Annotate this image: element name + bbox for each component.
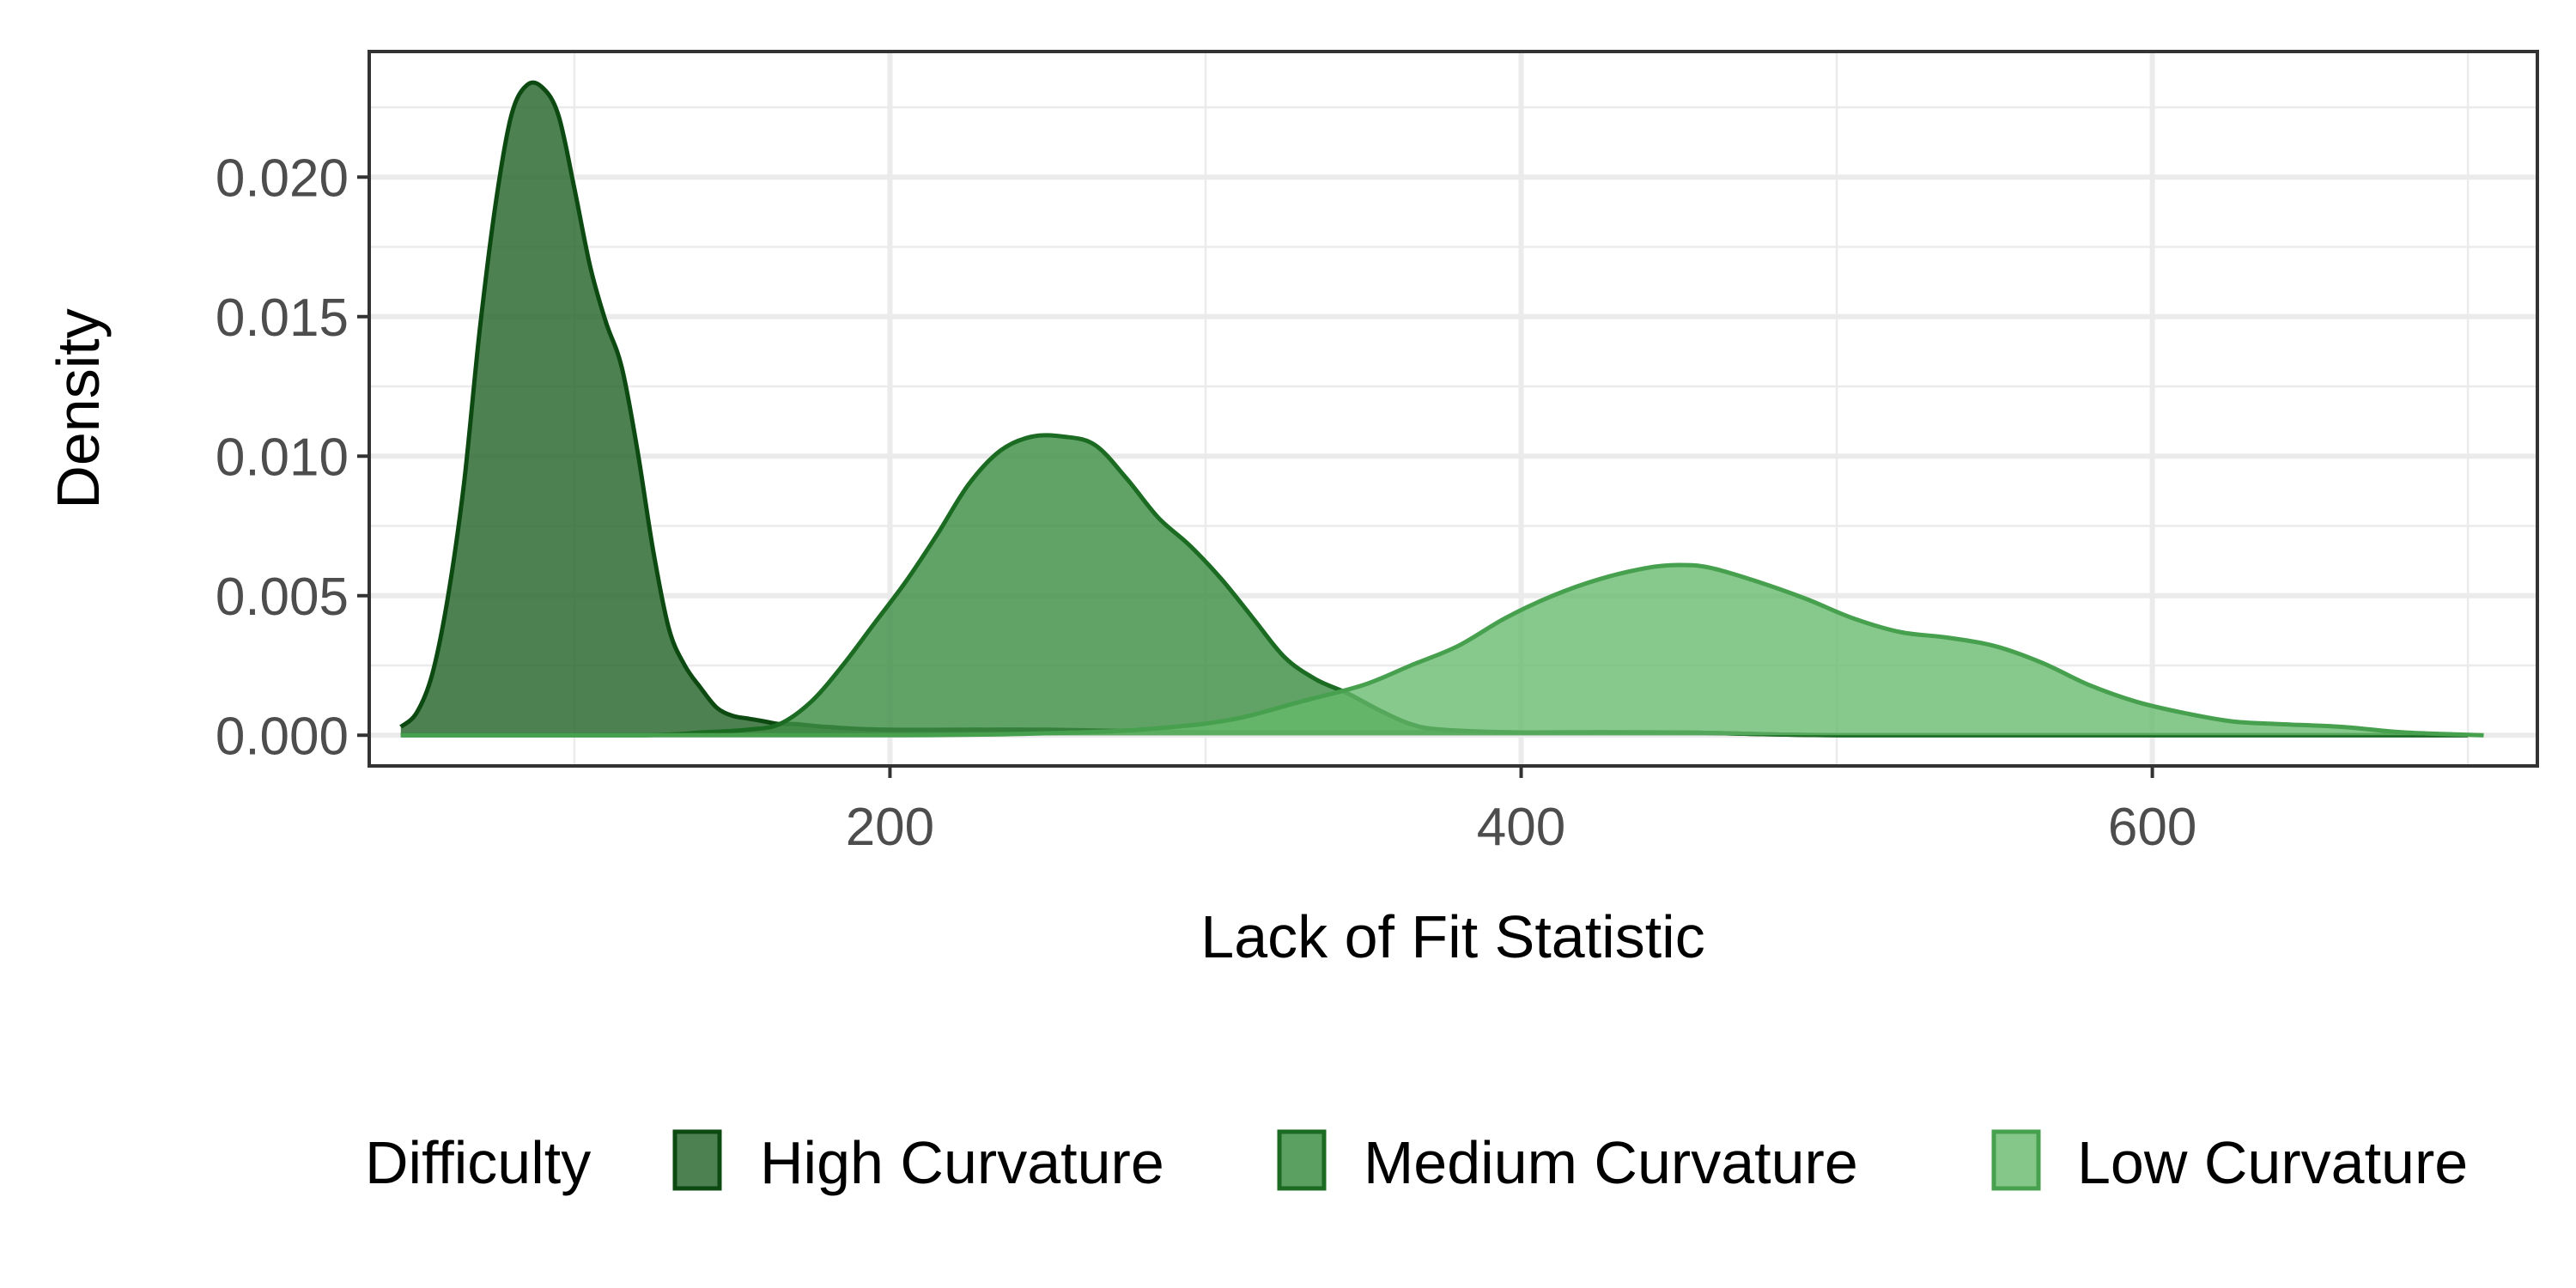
density-area-high-curvature xyxy=(400,82,2469,736)
legend-key-medium-curvature xyxy=(1277,1129,1327,1191)
plot-border xyxy=(368,50,2539,768)
y-tick-label: 0.005 xyxy=(216,568,349,627)
y-axis: 0.000 0.005 0.010 0.015 0.020 xyxy=(216,149,369,766)
y-tick-label: 0.000 xyxy=(216,707,349,766)
y-axis-title: Density xyxy=(45,308,112,508)
legend-label-high-curvature: High Curvature xyxy=(760,1129,1164,1196)
y-tick-label: 0.010 xyxy=(216,428,349,487)
density-line-low-curvature xyxy=(400,562,2484,738)
x-tick-label: 200 xyxy=(846,798,934,857)
legend-label-low-curvature: Low Curvature xyxy=(2077,1129,2468,1196)
legend-key-low-curvature xyxy=(1991,1129,2041,1191)
grid-minor xyxy=(369,52,2537,766)
x-tick-label: 600 xyxy=(2108,798,2196,857)
density-area-medium-curvature xyxy=(400,434,2469,736)
x-axis: 200 400 600 xyxy=(846,766,2196,857)
legend-title: Difficulty xyxy=(365,1129,591,1196)
y-tick-label: 0.020 xyxy=(216,149,349,208)
x-tick-label: 400 xyxy=(1477,798,1565,857)
legend: Difficulty High Curvature Medium Curvatu… xyxy=(365,1129,2468,1196)
density-series xyxy=(399,80,2484,738)
density-area-low-curvature xyxy=(400,565,2484,736)
x-axis-title: Lack of Fit Statistic xyxy=(1200,903,1704,970)
y-tick-label: 0.015 xyxy=(216,289,349,348)
legend-label-medium-curvature: Medium Curvature xyxy=(1364,1129,1858,1196)
legend-key-high-curvature xyxy=(672,1129,722,1191)
